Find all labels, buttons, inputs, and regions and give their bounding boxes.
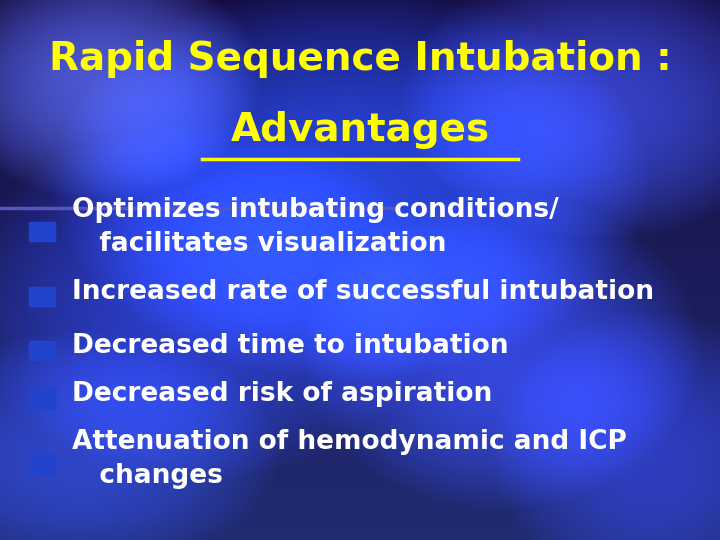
Text: Decreased risk of aspiration: Decreased risk of aspiration <box>72 381 492 407</box>
FancyBboxPatch shape <box>29 222 55 241</box>
Text: Rapid Sequence Intubation :: Rapid Sequence Intubation : <box>49 40 671 78</box>
Text: Increased rate of successful intubation: Increased rate of successful intubation <box>72 279 654 305</box>
Text: Attenuation of hemodynamic and ICP
   changes: Attenuation of hemodynamic and ICP chang… <box>72 429 627 489</box>
FancyBboxPatch shape <box>29 454 55 474</box>
Text: Advantages: Advantages <box>230 111 490 148</box>
Text: Decreased time to intubation: Decreased time to intubation <box>72 333 508 359</box>
FancyBboxPatch shape <box>29 341 55 360</box>
Text: Optimizes intubating conditions/
   facilitates visualization: Optimizes intubating conditions/ facilit… <box>72 197 559 257</box>
FancyBboxPatch shape <box>29 287 55 306</box>
FancyBboxPatch shape <box>29 389 55 409</box>
